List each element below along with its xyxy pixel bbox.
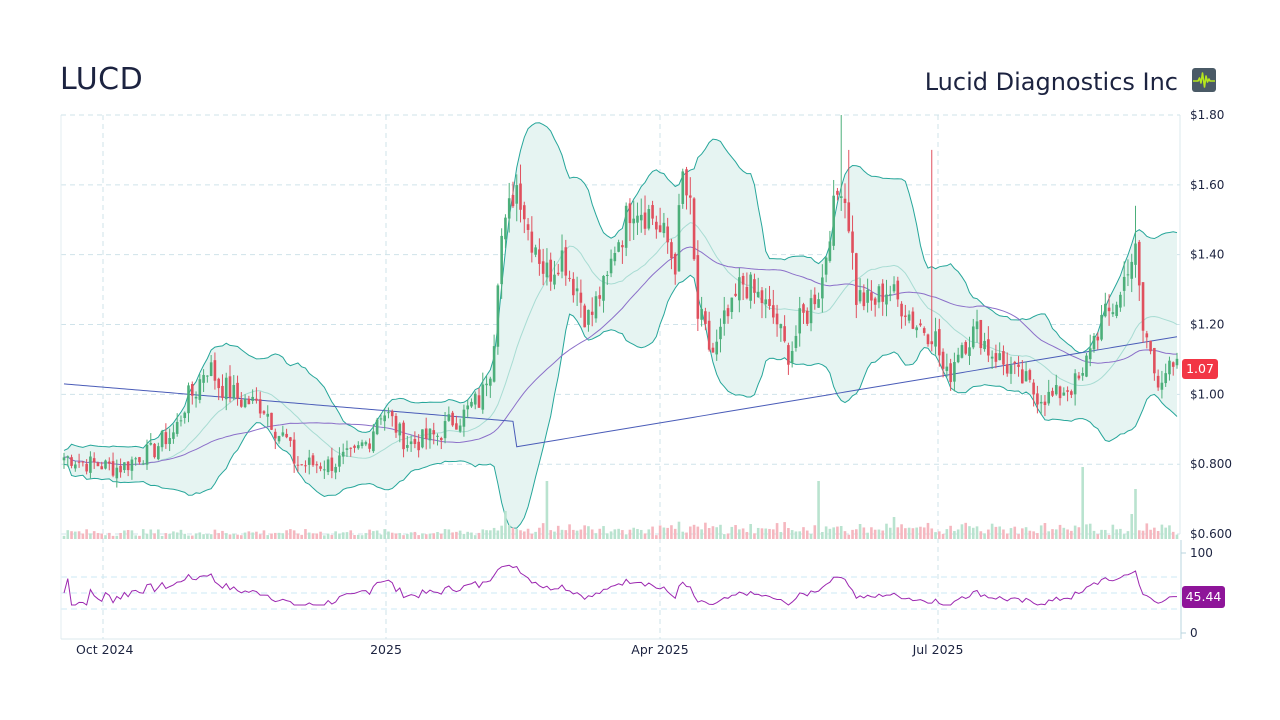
- chart-axes: $1.80 $1.60 $1.40 $1.20 $1.00 $0.800 $0.600 100…: [76, 108, 1232, 657]
- rsi-value-badge: 45.44: [1182, 586, 1225, 608]
- volume-bars: [62, 467, 1179, 539]
- svg-text:0: 0: [1190, 626, 1198, 640]
- svg-text:$0.800: $0.800: [1190, 457, 1232, 471]
- rsi-panel: [63, 564, 1178, 606]
- pulse-waveform-icon: [1192, 68, 1216, 92]
- svg-text:$1.20: $1.20: [1190, 318, 1224, 332]
- svg-text:Apr 2025: Apr 2025: [631, 642, 688, 657]
- svg-text:2025: 2025: [370, 642, 402, 657]
- ticker-symbol: LUCD: [60, 62, 144, 97]
- svg-text:$1.60: $1.60: [1190, 178, 1224, 192]
- svg-text:$1.80: $1.80: [1190, 108, 1224, 122]
- last-price-badge: 1.07: [1182, 359, 1218, 379]
- candlesticks: [62, 115, 1179, 488]
- svg-text:100: 100: [1190, 546, 1213, 560]
- svg-text:Oct 2024: Oct 2024: [76, 642, 133, 657]
- bollinger-bands: [63, 122, 1178, 529]
- svg-text:$0.600: $0.600: [1190, 527, 1232, 541]
- company-name: Lucid Diagnostics Inc: [924, 68, 1178, 96]
- svg-text:$1.00: $1.00: [1190, 387, 1224, 401]
- svg-text:Jul 2025: Jul 2025: [912, 642, 964, 657]
- svg-text:$1.40: $1.40: [1190, 248, 1224, 262]
